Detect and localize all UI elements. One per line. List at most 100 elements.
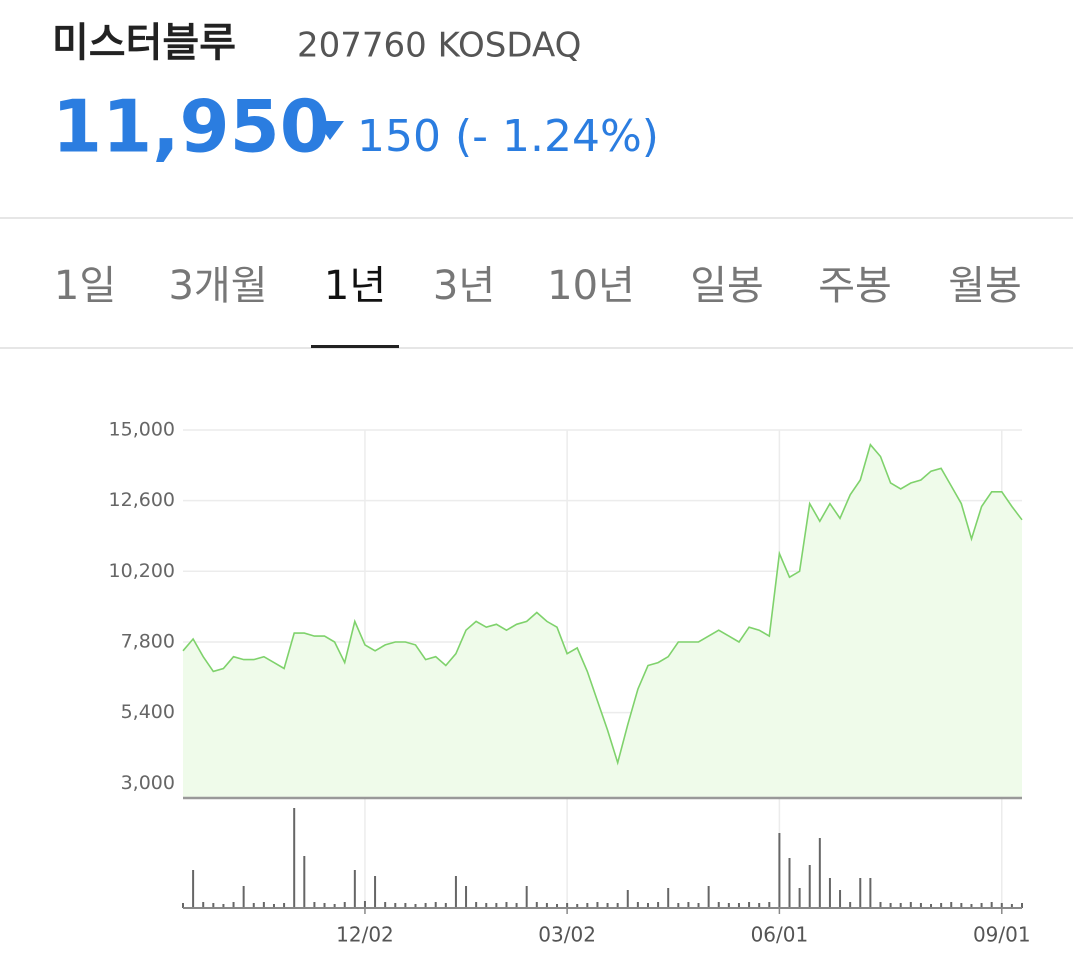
volume-bar [525, 886, 528, 908]
tab[interactable]: 10년 [547, 263, 635, 309]
volume-bar [970, 904, 973, 908]
price-line [182, 443, 1023, 766]
volume-bar [566, 903, 569, 908]
volume-bar [1000, 903, 1003, 908]
volume-bar [828, 878, 831, 908]
volume-bar [414, 904, 417, 908]
volume-bar [505, 902, 508, 908]
tab[interactable]: 일봉 [690, 263, 764, 309]
volume-bar [454, 876, 457, 908]
volume-bar [778, 833, 781, 908]
volume-bar [242, 886, 245, 908]
volume-bar [212, 903, 215, 908]
volume-bar [485, 903, 488, 908]
y-tick-label: 12,600 [109, 489, 175, 511]
volume-bar [899, 903, 902, 908]
volume-bar [586, 903, 589, 908]
y-tick-label: 5,400 [121, 701, 175, 723]
volume-bar [535, 902, 538, 908]
price-change: 150 [357, 111, 441, 162]
volume-bar [909, 902, 912, 908]
y-tick-label: 7,800 [121, 630, 175, 652]
volume-bar [616, 903, 619, 908]
volume-bar [272, 904, 275, 908]
volume-bar [252, 903, 255, 908]
volume-bar [839, 890, 842, 908]
x-tick-label: 12/02 [336, 923, 394, 947]
volume-bar [293, 808, 296, 908]
tab[interactable]: 월봉 [948, 263, 1022, 309]
price-area [183, 444, 1022, 798]
volume-bar [960, 903, 963, 908]
volume-bar [374, 876, 377, 908]
volume-bar [748, 902, 751, 908]
volume-bar [576, 904, 579, 908]
volume-bar [626, 890, 629, 908]
volume-bar [727, 903, 730, 908]
volume-bar [697, 903, 700, 908]
volume-bar [667, 888, 670, 908]
volume-bar [930, 904, 933, 908]
price-change-pct: (- 1.24%) [455, 111, 659, 162]
tab[interactable]: 1일 [54, 263, 116, 309]
volume-bar [798, 888, 801, 908]
volume-bar [384, 902, 387, 908]
volume-bar [940, 903, 943, 908]
volume-bar [919, 903, 922, 908]
volume-bar [879, 902, 882, 908]
volume-bar [202, 902, 205, 908]
volume-bar [859, 878, 862, 908]
volume-bar [444, 903, 447, 908]
volume-bar [657, 902, 660, 908]
tab[interactable]: 주봉 [818, 263, 892, 309]
volume-bar [758, 903, 761, 908]
stock-code: 207760 KOSDAQ [297, 26, 581, 66]
tab[interactable]: 3년 [433, 263, 495, 309]
volume-bar [950, 902, 953, 908]
volume-bar [333, 904, 336, 908]
volume-bar [465, 886, 468, 908]
volume-bar [1010, 904, 1013, 908]
current-price: 11,950 [52, 85, 330, 169]
x-tick-label: 09/01 [973, 923, 1031, 947]
volume-bar [788, 858, 791, 908]
volume-bar [323, 903, 326, 908]
volume-bar [495, 903, 498, 908]
chart: 15,000 12,600 10,200 7,800 5,400 3,000 12/02 03… [109, 419, 1031, 947]
stock-name: 미스터블루 [52, 20, 236, 66]
volume-bar [717, 902, 720, 908]
volume-bar [394, 903, 397, 908]
y-tick-label: 3,000 [121, 772, 175, 794]
volume-bar [182, 903, 184, 908]
volume-bar [646, 903, 649, 908]
volume-bar [313, 902, 316, 908]
volume-bar [303, 856, 306, 908]
volume-bar [1021, 903, 1023, 908]
volume-bar [343, 902, 346, 908]
volume-bar [818, 838, 821, 908]
volume-bar [869, 878, 872, 908]
volume-bar [434, 902, 437, 908]
tab[interactable]: 1년 [324, 263, 386, 309]
volume-bar [849, 902, 852, 908]
volume-bar [545, 903, 548, 908]
volume-bar [283, 903, 286, 908]
volume-bar [737, 903, 740, 908]
down-arrow [316, 121, 344, 140]
volume-bar [424, 903, 427, 908]
y-tick-label: 15,000 [109, 419, 175, 441]
volume-bar [515, 903, 518, 908]
volume-bar [768, 902, 771, 908]
volume-bar [808, 865, 811, 908]
volume-bar [596, 902, 599, 908]
volume-bar [404, 903, 407, 908]
active-tab-underline [311, 345, 399, 348]
x-tick-label: 06/01 [751, 923, 809, 947]
volume-bar [980, 903, 983, 908]
volume-bar [222, 904, 225, 908]
y-tick-label: 10,200 [109, 560, 175, 582]
volume-bar [606, 903, 609, 908]
volume-bar [636, 902, 639, 908]
tab[interactable]: 3개월 [168, 263, 267, 309]
